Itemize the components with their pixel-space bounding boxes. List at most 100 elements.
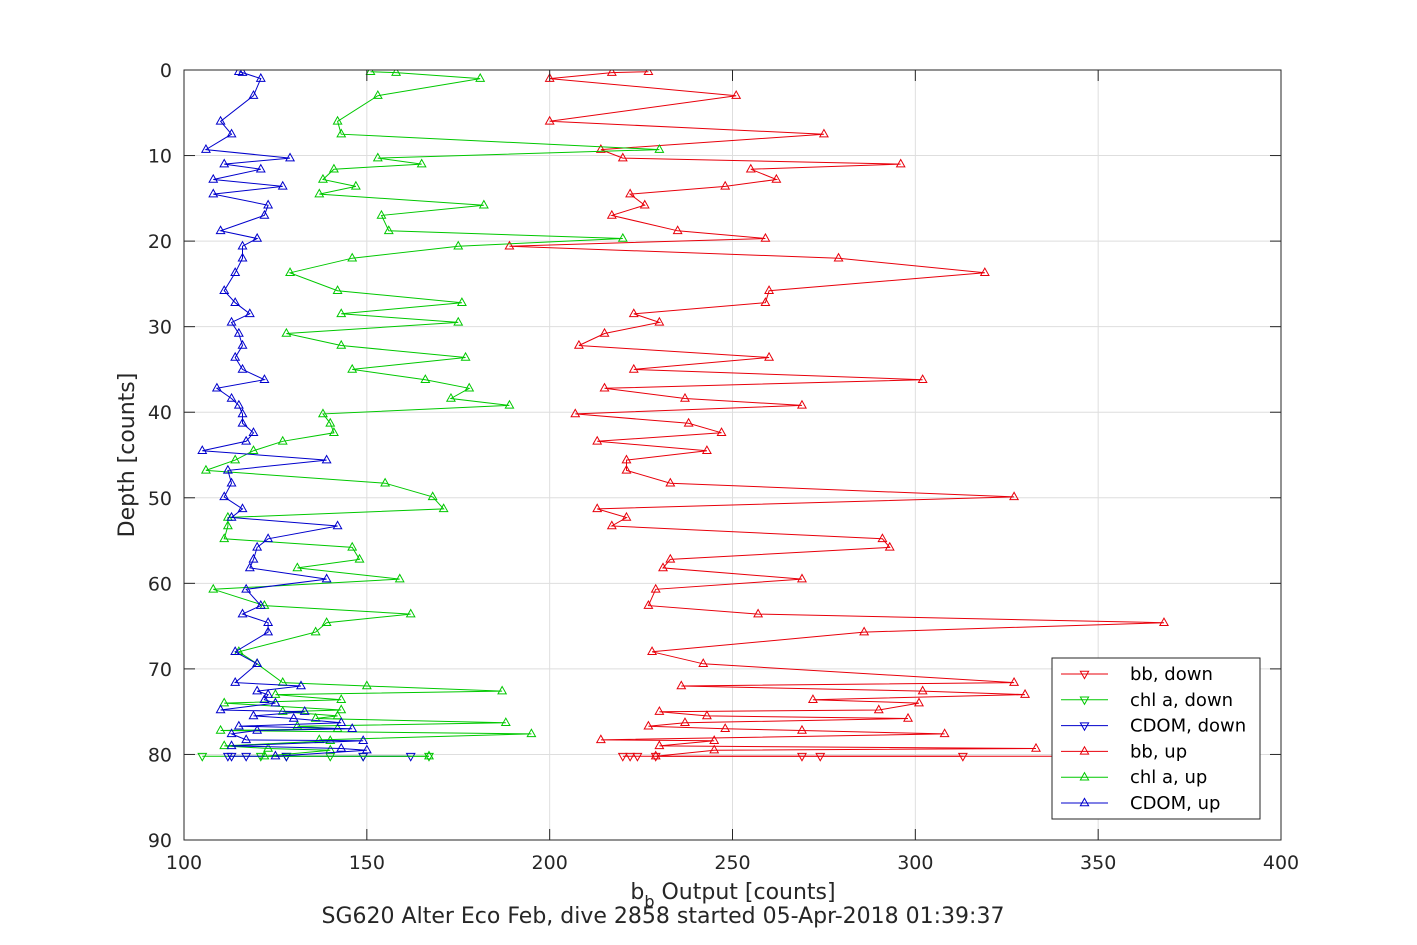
series-5-point-61: [270, 697, 281, 707]
legend-swatch-marker-3: [1079, 745, 1090, 755]
series-3-point-7: [617, 152, 628, 162]
series-4-point-5: [336, 128, 347, 138]
series-4-point-6: [654, 143, 665, 153]
series-3-point-34: [716, 427, 727, 437]
series-5-point-60: [259, 694, 270, 703]
series-3-point-45: [884, 541, 895, 551]
legend-swatch-marker-0: [1079, 670, 1090, 680]
series-5-point-35: [241, 435, 252, 445]
series-4-point-15: [383, 225, 394, 235]
series-3-point-26: [764, 351, 775, 361]
series-5-point-29: [211, 382, 222, 392]
series-4-point-14: [376, 209, 387, 219]
legend-swatch-marker-5: [1079, 797, 1090, 807]
series-4-point-62: [336, 704, 347, 714]
series-4-point-48: [394, 573, 405, 583]
series-3-point-23: [654, 316, 665, 326]
series-5-point-49: [241, 583, 252, 593]
series-3-point-14: [606, 209, 617, 219]
series-0-point-0: [625, 752, 636, 762]
series-3-point-2: [544, 72, 555, 82]
series-5-point-28: [259, 374, 270, 383]
series-4-point-23: [453, 316, 464, 326]
series-3-point-21: [760, 297, 771, 306]
series-5-point-22: [244, 308, 255, 318]
y-tick-label-1: 10: [148, 146, 172, 168]
series-4-point-9: [328, 163, 339, 173]
x-tick-label-4: 300: [897, 852, 933, 874]
series-3-point-68: [720, 723, 731, 733]
series-5-point-45: [252, 541, 263, 551]
series-5-point-44: [263, 533, 274, 543]
series-5-point-33: [237, 417, 248, 427]
series-4-point-7: [372, 152, 383, 162]
series-5: [197, 70, 372, 760]
series-3-point-24: [599, 327, 610, 337]
legend: bb, down chl a, down CDOM, down bb, up chl a…: [1051, 657, 1261, 820]
series-5-point-37: [321, 454, 332, 464]
series-4-point-57: [361, 680, 372, 690]
series-5-point-71: [241, 734, 252, 744]
series-5-point-48: [321, 573, 332, 583]
series-4-point-21: [456, 297, 467, 306]
series-3-point-9: [745, 163, 756, 173]
series-4-point-32: [317, 408, 328, 418]
series-5-point-75: [361, 744, 372, 754]
series-3-point-3: [731, 90, 742, 99]
series-3-point-40: [1009, 491, 1020, 501]
series-0-point-5: [632, 752, 643, 762]
series-4-point-46: [354, 553, 365, 563]
series-4-point-13: [478, 199, 489, 209]
y-tick-label-2: 20: [148, 231, 172, 253]
series-5-point-21: [230, 297, 241, 306]
series-5-point-58: [252, 685, 263, 695]
series-4-point-39: [380, 477, 391, 487]
series-5-point-62: [215, 704, 226, 714]
series-3-point-19: [979, 267, 990, 277]
series-3-point-71: [595, 734, 606, 744]
series-3-point-20: [764, 285, 775, 294]
series-4-point-8: [416, 158, 427, 168]
series-4-point-66: [500, 717, 511, 727]
series-2-point-4: [241, 752, 252, 762]
series-4-point-3: [372, 90, 383, 99]
series-3-point-58: [917, 685, 928, 695]
series-4-point-30: [445, 392, 456, 402]
series-4-point-10: [317, 173, 328, 183]
series-5-point-59: [263, 688, 274, 698]
series-0-point-1: [957, 752, 968, 762]
series-4-point-31: [504, 399, 515, 409]
series-5-point-73: [226, 740, 237, 750]
x-tick-label-6: 400: [1263, 852, 1299, 874]
series-4-point-4: [332, 115, 343, 125]
x-tick-label-1: 150: [349, 852, 385, 874]
series-5-point-55: [252, 658, 263, 668]
series-4-point-36: [248, 445, 259, 454]
series-4-point-35: [277, 435, 288, 445]
series-3-point-67: [643, 720, 654, 730]
series-1-point-1: [424, 752, 434, 762]
series-3-point-53: [859, 626, 870, 636]
series-4-point-38: [200, 464, 211, 474]
series-5-point-52: [263, 617, 274, 626]
series-5-point-76: [270, 750, 281, 760]
x-axis-label-subscript: b: [644, 892, 654, 911]
series-3-point-61: [913, 697, 924, 707]
series-3-point-39: [665, 477, 676, 487]
series-4-point-33: [325, 417, 336, 427]
series-4-point-26: [460, 351, 471, 361]
series-4-point-67: [292, 720, 303, 730]
series-3-point-54: [647, 646, 658, 656]
legend-label-2: CDOM, down: [1130, 716, 1246, 737]
series-3-point-57: [676, 680, 687, 690]
series-4-point-47: [292, 562, 303, 572]
series-5-point-74: [336, 742, 347, 752]
series-5-point-18: [237, 252, 248, 262]
series-4-point-17: [453, 240, 464, 250]
series-3-point-70: [939, 728, 950, 738]
series-3-point-12: [625, 188, 636, 198]
series-5-point-68: [347, 723, 358, 733]
legend-label-1: chl a, down: [1130, 690, 1233, 711]
series-3-point-60: [807, 694, 818, 703]
series-4-point-24: [281, 327, 292, 337]
